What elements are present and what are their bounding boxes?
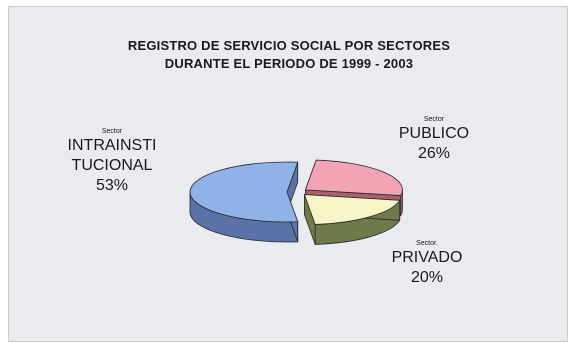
label-intrainstitucional-name-1: INTRAINSTI — [67, 137, 157, 154]
pie-slice-0 — [189, 161, 299, 243]
label-privado: Sector. PRIVADO 20% — [377, 239, 477, 288]
label-publico: Sector PUBLICO 26% — [389, 115, 479, 164]
label-privado-percent: 20% — [410, 269, 444, 286]
label-intrainstitucional-name-2: TUCIONAL — [71, 157, 153, 174]
label-publico-percent: 26% — [417, 145, 451, 162]
chart-title-line-1: REGISTRO DE SERVICIO SOCIAL POR SECTORES — [127, 38, 451, 53]
chart-title: REGISTRO DE SERVICIO SOCIAL POR SECTORES… — [9, 37, 569, 73]
label-privado-name: PRIVADO — [391, 249, 463, 266]
chart-panel: REGISTRO DE SERVICIO SOCIAL POR SECTORES… — [8, 6, 568, 342]
label-intrainstitucional-percent: 53% — [95, 177, 129, 194]
label-intrainstitucional-sector: Sector — [101, 128, 123, 135]
label-publico-name: PUBLICO — [398, 125, 470, 142]
label-privado-sector: Sector. — [416, 240, 438, 247]
pie-slice-2 — [303, 194, 401, 245]
pie-slice-top-1 — [304, 159, 403, 196]
pie-slice-top-0 — [189, 161, 299, 223]
pie-slice-top-2 — [303, 194, 401, 225]
label-intrainstitucional: Sector INTRAINSTI TUCIONAL 53% — [57, 127, 167, 196]
pie-chart — [189, 159, 403, 245]
label-publico-sector: Sector — [423, 116, 445, 123]
chart-title-line-2: DURANTE EL PERIODO DE 1999 - 2003 — [164, 56, 414, 71]
